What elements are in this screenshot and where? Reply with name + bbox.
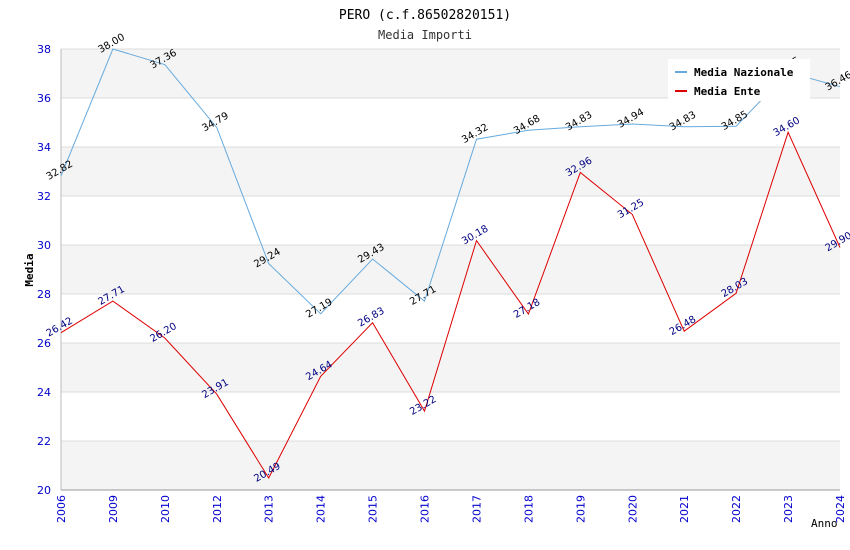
x-tick-label: 2021	[678, 495, 691, 523]
x-tick-label: 2017	[470, 495, 483, 523]
grid-band	[61, 343, 840, 392]
y-tick-label: 28	[37, 288, 51, 301]
x-tick-labels: 2006 2009 2010 2012 2013 2014 2015 2016 2017 2018…	[55, 495, 847, 523]
y-tick-label: 36	[37, 92, 51, 105]
legend-label: Media Nazionale	[694, 66, 794, 79]
chart-title: PERO (c.f.86502820151)	[339, 8, 511, 23]
x-tick-label: 2023	[782, 495, 795, 523]
series-line	[60, 130, 841, 480]
x-tick-label: 2024	[834, 495, 847, 523]
y-tick-label: 20	[37, 484, 51, 497]
series-lines	[60, 48, 841, 480]
x-tick-label: 2014	[315, 495, 328, 523]
grid-band	[61, 98, 840, 147]
y-tick-label: 38	[37, 43, 51, 56]
x-tick-label: 2022	[730, 495, 743, 523]
y-tick-label: 24	[37, 386, 51, 399]
y-tick-labels: 20 22 24 26 28 30 32 34 36 38	[37, 43, 51, 497]
y-tick-label: 26	[37, 337, 51, 350]
grid-bands	[61, 49, 840, 490]
grid-band	[61, 147, 840, 196]
x-tick-label: 2016	[419, 495, 432, 523]
x-tick-label: 2018	[522, 495, 535, 523]
y-tick-label: 30	[37, 239, 51, 252]
x-tick-label: 2019	[574, 495, 587, 523]
x-tick-label: 2009	[107, 495, 120, 523]
x-axis-title: Anno	[811, 517, 838, 530]
y-tick-label: 22	[37, 435, 51, 448]
legend: Media Nazionale Media Ente	[668, 59, 810, 101]
x-tick-label: 2006	[55, 495, 68, 523]
y-axis-title: Media	[23, 253, 36, 286]
gridlines	[61, 48, 840, 491]
grid-band	[61, 245, 840, 294]
x-tick-label: 2015	[367, 495, 380, 523]
grid-band	[61, 441, 840, 490]
grid-band	[61, 392, 840, 441]
chart-subtitle: Media Importi	[378, 28, 472, 42]
y-tick-label: 32	[37, 190, 51, 203]
x-tick-label: 2020	[626, 495, 639, 523]
x-tick-label: 2013	[263, 495, 276, 523]
legend-label: Media Ente	[694, 85, 761, 98]
series-line	[60, 48, 841, 315]
y-tick-label: 34	[37, 141, 51, 154]
x-tick-label: 2012	[211, 495, 224, 523]
grid-band	[61, 294, 840, 343]
legend-box	[668, 59, 810, 101]
x-tick-label: 2010	[159, 495, 172, 523]
